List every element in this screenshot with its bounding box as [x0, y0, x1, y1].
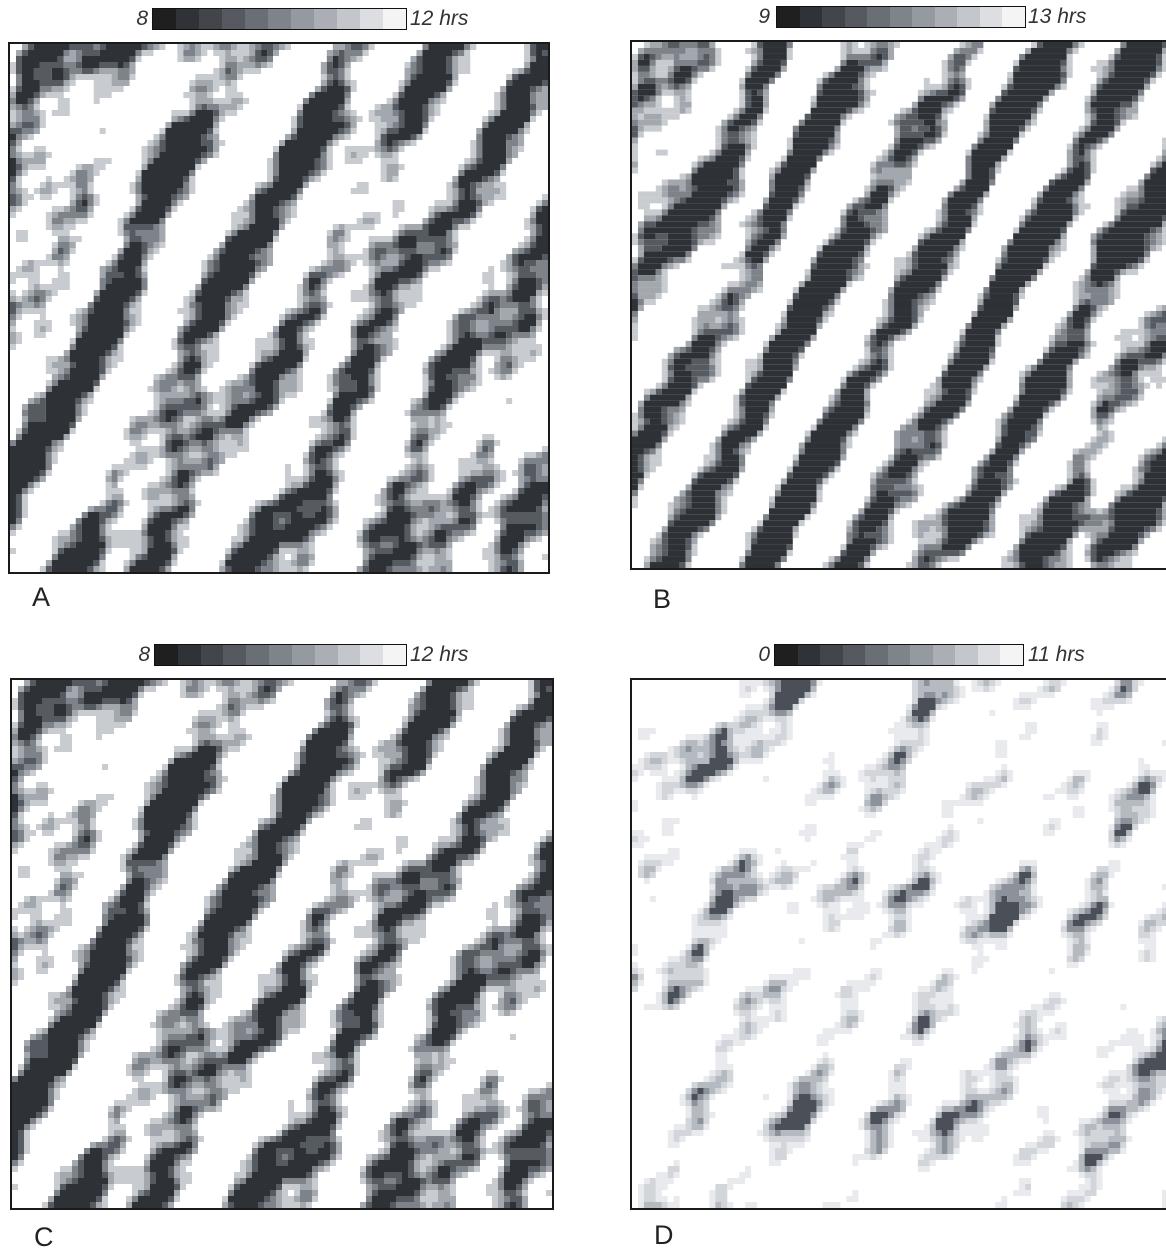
panel-label-d: D [654, 1220, 674, 1250]
ramp-swatch [844, 7, 868, 27]
relief-raster [12, 680, 552, 1208]
ramp-swatch [177, 645, 201, 665]
legend-max: 11 hrs [1028, 643, 1085, 666]
legend-a: 8 12 hrs [120, 8, 480, 30]
legend-max: 12 hrs [410, 643, 469, 666]
legend-min: 9 [758, 5, 770, 28]
legend-b: 9 13 hrs [740, 6, 1140, 28]
ramp-swatch [222, 9, 245, 29]
legend-d: 0 11 hrs [740, 644, 1140, 666]
ramp-swatch [314, 645, 338, 665]
ramp-swatch [155, 645, 178, 665]
panel-label-a: A [32, 582, 51, 612]
ramp-swatch [867, 7, 890, 27]
color-ramp [152, 8, 407, 30]
relief-raster [632, 680, 1166, 1208]
map-b [630, 40, 1166, 570]
ramp-swatch [337, 9, 360, 29]
map-c [10, 678, 554, 1210]
panel-label-b: B [653, 584, 672, 614]
ramp-swatch [269, 645, 292, 665]
ramp-swatch [245, 9, 268, 29]
legend-min: 8 [138, 643, 150, 666]
ramp-swatch [957, 7, 980, 27]
relief-raster [10, 44, 548, 572]
ramp-swatch [820, 645, 843, 665]
ramp-swatch [777, 7, 800, 27]
ramp-swatch [1000, 645, 1024, 665]
legend-min: 8 [136, 7, 148, 30]
ramp-swatch [360, 9, 383, 29]
ramp-swatch [223, 645, 247, 665]
ramp-swatch [910, 645, 933, 665]
ramp-swatch [360, 645, 384, 665]
ramp-swatch [977, 645, 1001, 665]
ramp-swatch [912, 7, 935, 27]
legend-max: 12 hrs [410, 7, 469, 30]
ramp-swatch [199, 9, 222, 29]
color-ramp [154, 644, 407, 666]
map-d [630, 678, 1166, 1210]
ramp-swatch [291, 645, 315, 665]
legend-min: 0 [758, 643, 770, 666]
ramp-swatch [314, 9, 337, 29]
relief-raster [632, 42, 1166, 568]
ramp-swatch [383, 645, 406, 665]
ramp-swatch [176, 9, 199, 29]
panel-label-c: C [34, 1222, 54, 1252]
ramp-swatch [889, 7, 913, 27]
ramp-swatch [955, 645, 978, 665]
ramp-swatch [1002, 7, 1026, 27]
ramp-swatch [797, 645, 821, 665]
ramp-swatch [337, 645, 361, 665]
ramp-swatch [934, 7, 958, 27]
map-a [8, 42, 550, 574]
ramp-swatch [842, 645, 866, 665]
legend-c: 8 12 hrs [120, 644, 480, 666]
ramp-swatch [865, 645, 888, 665]
ramp-swatch [979, 7, 1003, 27]
ramp-swatch [799, 7, 823, 27]
ramp-swatch [200, 645, 224, 665]
ramp-swatch [887, 645, 911, 665]
ramp-swatch [291, 9, 314, 29]
ramp-swatch [775, 645, 798, 665]
legend-max: 13 hrs [1028, 5, 1087, 28]
ramp-swatch [268, 9, 291, 29]
ramp-swatch [246, 645, 270, 665]
ramp-swatch [822, 7, 845, 27]
ramp-swatch [932, 645, 956, 665]
color-ramp [776, 6, 1026, 28]
color-ramp [774, 644, 1024, 666]
ramp-swatch [383, 9, 406, 29]
ramp-swatch [153, 9, 176, 29]
